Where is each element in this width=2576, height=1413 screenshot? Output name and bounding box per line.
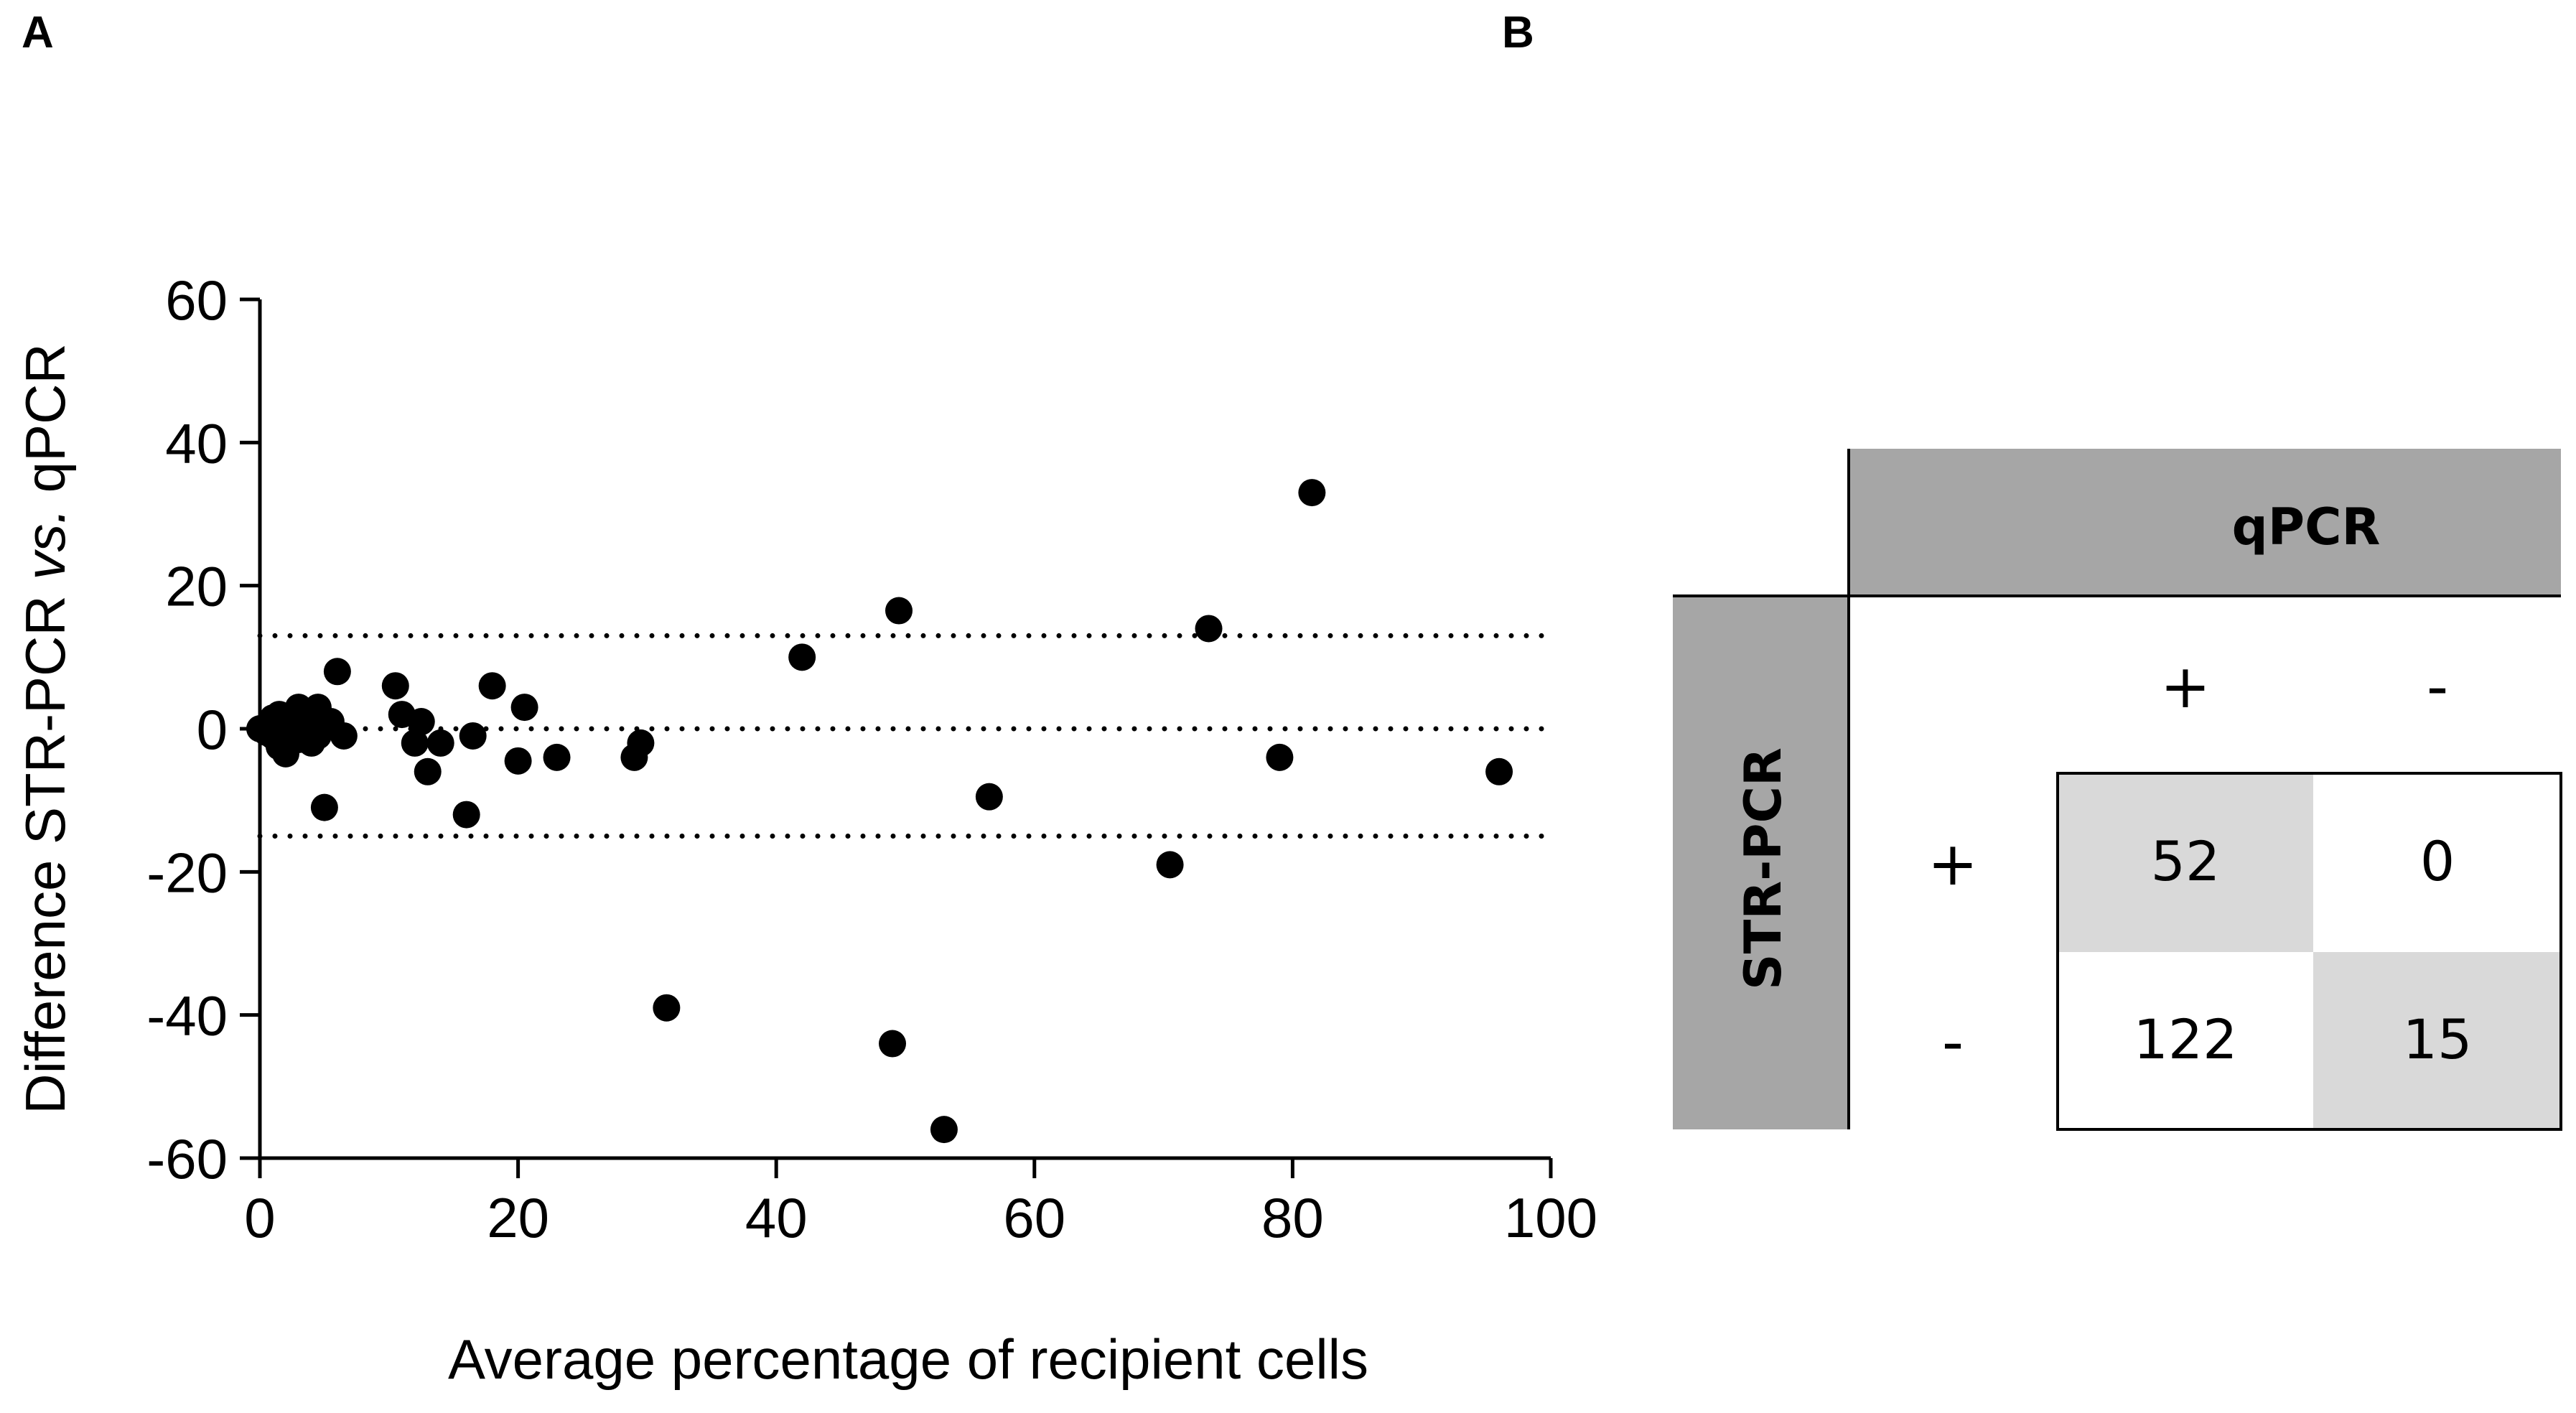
x-tick-label: 20: [487, 1186, 549, 1249]
data-point: [543, 743, 571, 771]
cell-neg-pos: 122: [2133, 1007, 2237, 1071]
row-header-label: STR-PCR: [1734, 747, 1793, 990]
y-tick-label: 20: [165, 555, 228, 618]
data-points: [246, 479, 1513, 1144]
data-point: [627, 729, 655, 757]
panel-b-label: B: [1502, 8, 1534, 57]
data-point: [401, 729, 429, 757]
row-header-band: [1673, 596, 1849, 1129]
y-tick-label: -20: [146, 841, 228, 904]
data-point: [1298, 479, 1326, 507]
data-point: [1195, 615, 1223, 643]
value-cells-border: [2056, 772, 2562, 1131]
y-tick-label: -40: [146, 984, 228, 1048]
data-point: [975, 783, 1003, 811]
data-point: [1266, 743, 1294, 771]
data-point: [330, 722, 358, 750]
data-point: [930, 1116, 958, 1144]
data-point: [310, 793, 338, 821]
x-tick-label: 60: [1003, 1186, 1065, 1249]
y-axis-label-italic: vs.: [14, 508, 77, 580]
row-label-positive: +: [1928, 829, 1978, 899]
y-axis-ticks: 60 40 20 0 -20 -40 -60: [146, 269, 260, 1190]
data-point: [414, 757, 442, 785]
cell-pos-pos: 52: [2151, 829, 2221, 893]
cell-highlight-bottom-right: [2313, 952, 2561, 1129]
row-label-negative: -: [1942, 1007, 1964, 1077]
y-axis-label-part-3: qPCR: [14, 343, 77, 508]
x-tick-label: 80: [1261, 1186, 1324, 1249]
column-label-positive: +: [2160, 651, 2211, 722]
y-axis-label: Difference STR-PCR vs. qPCR: [14, 343, 77, 1114]
data-point: [426, 729, 454, 757]
data-point: [1485, 757, 1513, 785]
reference-lines: [257, 633, 1554, 839]
data-point: [885, 597, 913, 625]
y-tick-label: 0: [197, 698, 228, 761]
panel-a-label: A: [22, 8, 54, 57]
data-point: [879, 1030, 907, 1058]
data-point: [788, 643, 816, 671]
data-point: [323, 658, 351, 686]
contingency-table: qPCR STR-PCR + - + - 52 0 122 15: [1673, 449, 2562, 1131]
y-tick-label: -60: [146, 1127, 228, 1190]
x-tick-label: 100: [1504, 1186, 1597, 1249]
column-header-band: [1849, 449, 2561, 596]
x-axis-label: Average percentage of recipient cells: [448, 1328, 1368, 1391]
data-point: [452, 801, 480, 829]
y-tick-label: 60: [165, 269, 228, 332]
column-label-negative: -: [2427, 651, 2448, 722]
cell-pos-neg: 0: [2420, 829, 2455, 893]
data-point: [653, 994, 681, 1022]
cell-highlight-top-left: [2058, 773, 2313, 952]
x-axis-ticks: 0 20 40 60 80 100: [244, 1158, 1597, 1249]
y-axis-label-part-1: Difference STR-PCR: [14, 580, 77, 1114]
x-tick-label: 40: [745, 1186, 808, 1249]
data-point: [504, 747, 532, 775]
cell-neg-neg: 15: [2403, 1007, 2473, 1071]
data-point: [1156, 851, 1184, 879]
data-point: [478, 672, 506, 700]
data-point: [407, 708, 435, 736]
data-point: [459, 722, 487, 750]
data-point: [510, 694, 538, 722]
data-point: [381, 672, 409, 700]
y-tick-label: 40: [165, 411, 228, 475]
bland-altman-plot: 60 40 20 0 -20 -40 -60 0 20 40 60 80 100 Average pe…: [14, 269, 1597, 1391]
x-tick-label: 0: [244, 1186, 275, 1249]
column-header-label: qPCR: [2232, 498, 2381, 556]
